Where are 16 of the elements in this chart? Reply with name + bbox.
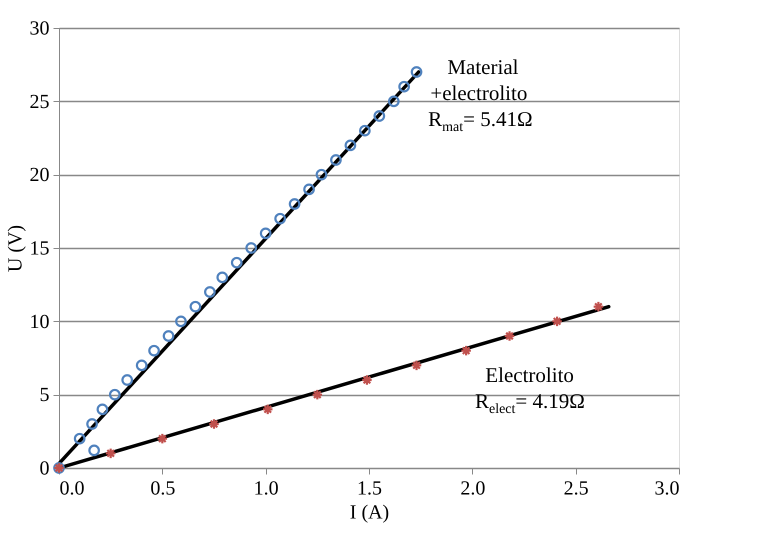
y-tick-label: 30 xyxy=(30,18,50,40)
x-tick-label: 1.5 xyxy=(357,478,382,500)
x-tick-label: 2.5 xyxy=(564,478,589,500)
x-tick-label: 1.0 xyxy=(254,478,279,500)
y-axis-title: U (V) xyxy=(4,224,26,272)
y-tick-label: 0 xyxy=(40,458,50,480)
x-tick-label: 3.0 xyxy=(654,478,680,500)
y-tick-label: 25 xyxy=(30,90,50,113)
x-tick-label: 2.0 xyxy=(460,478,486,500)
y-tick-label: 15 xyxy=(30,238,50,260)
x-tick-label: 0.5 xyxy=(150,478,176,500)
y-tick-label: 5 xyxy=(40,384,50,406)
x-tick-label: 0.0 xyxy=(60,478,84,500)
y-tick-label: 10 xyxy=(30,310,50,333)
x-axis-title: I (A) xyxy=(350,502,390,524)
y-tick-label: 20 xyxy=(30,164,50,186)
